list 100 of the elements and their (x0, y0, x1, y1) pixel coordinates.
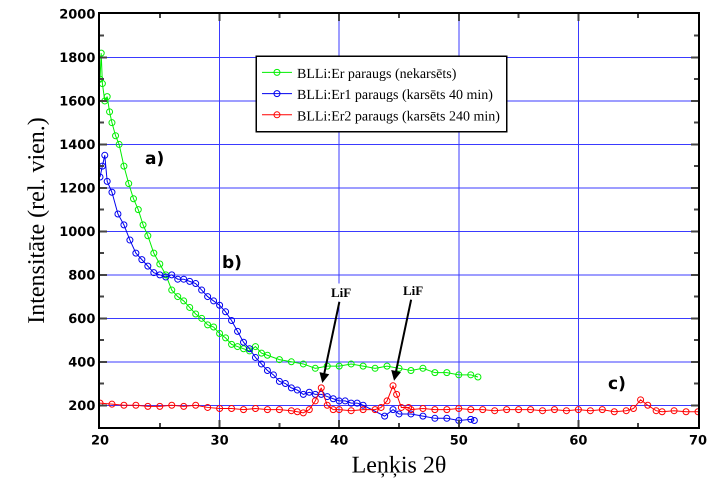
legend-label: BLLi:Er2 paraugs (karsēts 240 min) (296, 109, 500, 124)
x-tick-label: 20 (90, 434, 110, 449)
annotation: LiF (403, 283, 424, 298)
point (180, 276, 188, 283)
y-tick-label: 1400 (59, 138, 96, 153)
point (162, 271, 170, 278)
annotation: a) (145, 149, 164, 169)
annotation: c) (608, 374, 626, 394)
point (216, 330, 224, 338)
point (282, 380, 289, 388)
point (372, 364, 379, 372)
legend-label: BLLi:Er paraugs (nekarsēts) (296, 66, 457, 82)
point (396, 364, 402, 372)
point (126, 236, 134, 244)
point (240, 338, 248, 346)
point (162, 274, 170, 281)
y-tick-label: 1800 (59, 51, 96, 66)
point (270, 371, 277, 378)
y-axis-title: Intensitāte (rel. vien.) (24, 117, 50, 324)
point (443, 414, 450, 422)
point (240, 345, 248, 352)
point (192, 310, 200, 318)
point (431, 414, 438, 422)
point (228, 340, 236, 348)
y-tick-label: 2000 (59, 8, 96, 23)
y-tick-label: 800 (68, 268, 96, 284)
point (204, 321, 212, 328)
point (312, 364, 319, 372)
y-tick-label: 1200 (59, 181, 96, 196)
point (264, 352, 271, 359)
point (222, 334, 230, 342)
point (168, 286, 176, 294)
point (125, 180, 132, 188)
point (396, 410, 402, 418)
point (407, 366, 414, 374)
point (174, 276, 182, 283)
point (455, 371, 462, 378)
point (252, 354, 259, 361)
point (276, 378, 283, 385)
point (342, 397, 349, 404)
point (192, 280, 200, 288)
x-tick-label: 70 (688, 434, 708, 449)
point (234, 328, 242, 335)
point (288, 384, 295, 392)
point (112, 132, 120, 140)
point (186, 278, 194, 285)
point (360, 362, 367, 370)
point (228, 316, 236, 324)
point (100, 162, 106, 170)
point (138, 256, 146, 264)
point (467, 371, 474, 378)
point (134, 206, 142, 214)
point (330, 395, 337, 402)
point (234, 343, 242, 350)
point (120, 162, 128, 170)
point (106, 108, 114, 116)
point (390, 406, 397, 414)
point (150, 269, 158, 276)
point (156, 260, 164, 268)
point (381, 412, 388, 420)
point (276, 356, 283, 364)
point (144, 232, 152, 240)
point (210, 324, 218, 331)
point (108, 188, 116, 196)
point (144, 262, 152, 270)
point (443, 369, 450, 376)
point (252, 343, 259, 350)
point (312, 390, 319, 398)
point (324, 362, 331, 370)
point (258, 360, 265, 368)
point (104, 93, 111, 100)
y-tick-label: 200 (68, 398, 96, 414)
annotation: b) (222, 253, 242, 273)
y-tick-label: 1600 (59, 94, 96, 110)
point (150, 250, 158, 257)
point (474, 374, 482, 381)
point (130, 195, 137, 202)
point (306, 388, 313, 396)
point (354, 400, 361, 407)
point (384, 362, 391, 370)
point (360, 402, 367, 409)
x-tick-label: 50 (450, 434, 468, 449)
point (204, 293, 212, 300)
point (336, 362, 343, 370)
point (470, 416, 478, 424)
x-tick-label: 30 (210, 434, 229, 449)
point (168, 271, 176, 278)
x-axis-title: Leņķis 2θ (352, 452, 446, 478)
point (419, 412, 426, 420)
point (324, 393, 331, 400)
y-tick-label: 1000 (59, 224, 96, 240)
point (431, 369, 438, 376)
point (318, 390, 325, 398)
point (132, 250, 140, 257)
point (348, 400, 355, 407)
x-tick-label: 40 (330, 434, 348, 449)
point (222, 308, 230, 316)
point (216, 302, 224, 309)
point (156, 271, 164, 278)
point (210, 297, 218, 304)
